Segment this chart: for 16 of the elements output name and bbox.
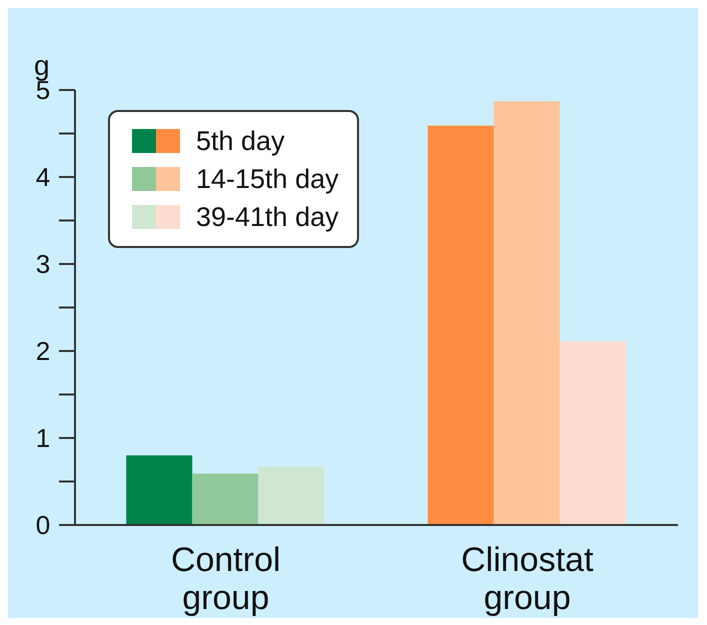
y-tick-label: 2 xyxy=(36,336,50,366)
y-tick-label: 4 xyxy=(36,162,50,192)
legend-label: 14-15th day xyxy=(196,164,339,194)
y-tick-label: 0 xyxy=(36,510,50,540)
bar xyxy=(494,101,560,525)
bar xyxy=(126,455,192,525)
bar xyxy=(428,126,494,525)
bar xyxy=(560,341,626,525)
legend-label: 5th day xyxy=(196,126,285,156)
x-tick-label: Clinostat group xyxy=(461,541,594,617)
bar xyxy=(192,474,258,525)
legend-label: 39-41th day xyxy=(196,202,339,232)
x-tick-label: Control group xyxy=(170,541,281,617)
y-tick-label: 3 xyxy=(36,249,50,279)
y-tick-label: 1 xyxy=(36,423,50,453)
bar xyxy=(258,466,324,525)
